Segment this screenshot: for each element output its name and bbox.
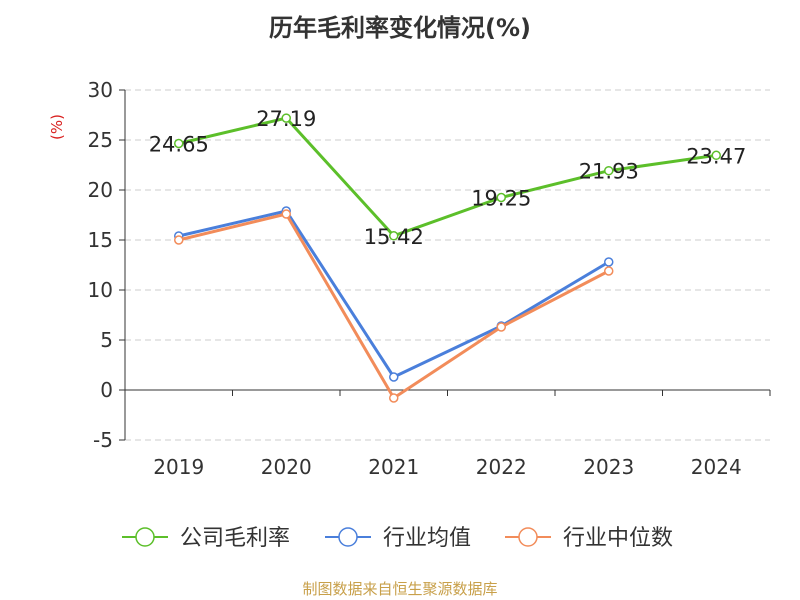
chart-title: 历年毛利率变化情况(%) bbox=[269, 14, 531, 42]
legend-label: 行业中位数 bbox=[563, 526, 673, 551]
data-point bbox=[389, 231, 399, 241]
y-tick-label: 25 bbox=[88, 128, 113, 152]
y-tick-label: 20 bbox=[88, 178, 113, 202]
y-tick-label: 15 bbox=[88, 228, 113, 252]
legend-marker-circle bbox=[518, 527, 538, 547]
data-point bbox=[281, 113, 291, 123]
data-point bbox=[174, 138, 184, 149]
legend-marker-circle bbox=[338, 527, 358, 547]
data-label: 15.42 bbox=[364, 225, 424, 249]
data-label: 24.65 bbox=[149, 133, 209, 157]
x-tick-label: 2022 bbox=[476, 455, 527, 479]
data-point bbox=[389, 372, 399, 382]
data-point bbox=[496, 322, 506, 332]
legend-marker-circle bbox=[135, 527, 155, 547]
y-tick-label: 0 bbox=[100, 378, 113, 402]
legend-label: 行业均值 bbox=[383, 526, 471, 551]
source-footer: 制图数据来自恒生聚源数据库 bbox=[302, 580, 498, 598]
y-tick-label: 10 bbox=[88, 278, 113, 302]
data-point bbox=[604, 266, 614, 276]
data-point bbox=[281, 209, 291, 219]
data-point bbox=[174, 235, 184, 245]
series-line bbox=[178, 116, 717, 238]
y-tick-label: 30 bbox=[88, 78, 113, 102]
x-tick-label: 2024 bbox=[691, 455, 742, 479]
x-tick-label: 2023 bbox=[583, 455, 634, 479]
y-tick-label: 5 bbox=[100, 328, 113, 352]
y-tick-label: -5 bbox=[93, 428, 113, 452]
x-tick-label: 2019 bbox=[153, 455, 204, 479]
data-label: 23.47 bbox=[686, 144, 746, 168]
data-point bbox=[604, 257, 614, 267]
x-tick-label: 2021 bbox=[368, 455, 419, 479]
data-label: 27.19 bbox=[256, 107, 316, 131]
data-point bbox=[496, 192, 506, 203]
legend-label: 公司毛利率 bbox=[180, 526, 290, 551]
x-tick-label: 2020 bbox=[261, 455, 312, 479]
y-axis-label: (%) bbox=[48, 114, 66, 140]
data-point bbox=[711, 150, 721, 161]
data-point bbox=[389, 393, 399, 403]
data-label: 19.25 bbox=[471, 187, 531, 211]
data-label: 21.93 bbox=[579, 160, 639, 184]
data-point bbox=[604, 165, 614, 176]
